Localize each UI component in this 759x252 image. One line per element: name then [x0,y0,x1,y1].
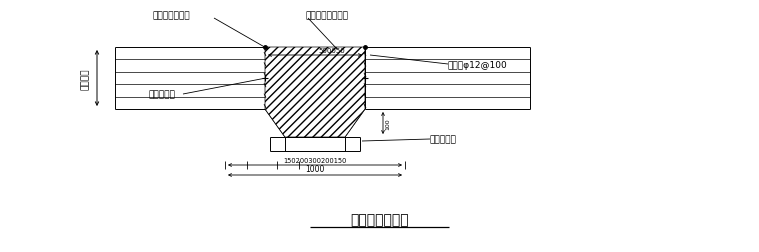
Text: 1000: 1000 [305,164,325,173]
Polygon shape [265,48,365,137]
Text: 后浇微膨胀混凝土: 后浇微膨胀混凝土 [305,11,348,20]
Text: 底板厚度: 底板厚度 [80,68,90,89]
Text: 500050: 500050 [319,48,345,54]
Text: 遇水膨胀止水条: 遇水膨胀止水条 [152,11,190,20]
Text: 150200300200150: 150200300200150 [283,158,347,163]
Text: 底板后浇带形式: 底板后浇带形式 [350,212,409,226]
Text: 100: 100 [385,118,390,129]
Text: 快易收口网: 快易收口网 [148,90,175,99]
Text: 加强筋φ12@100: 加强筋φ12@100 [448,60,508,69]
Text: 混凝土垫层: 混凝土垫层 [430,135,457,144]
